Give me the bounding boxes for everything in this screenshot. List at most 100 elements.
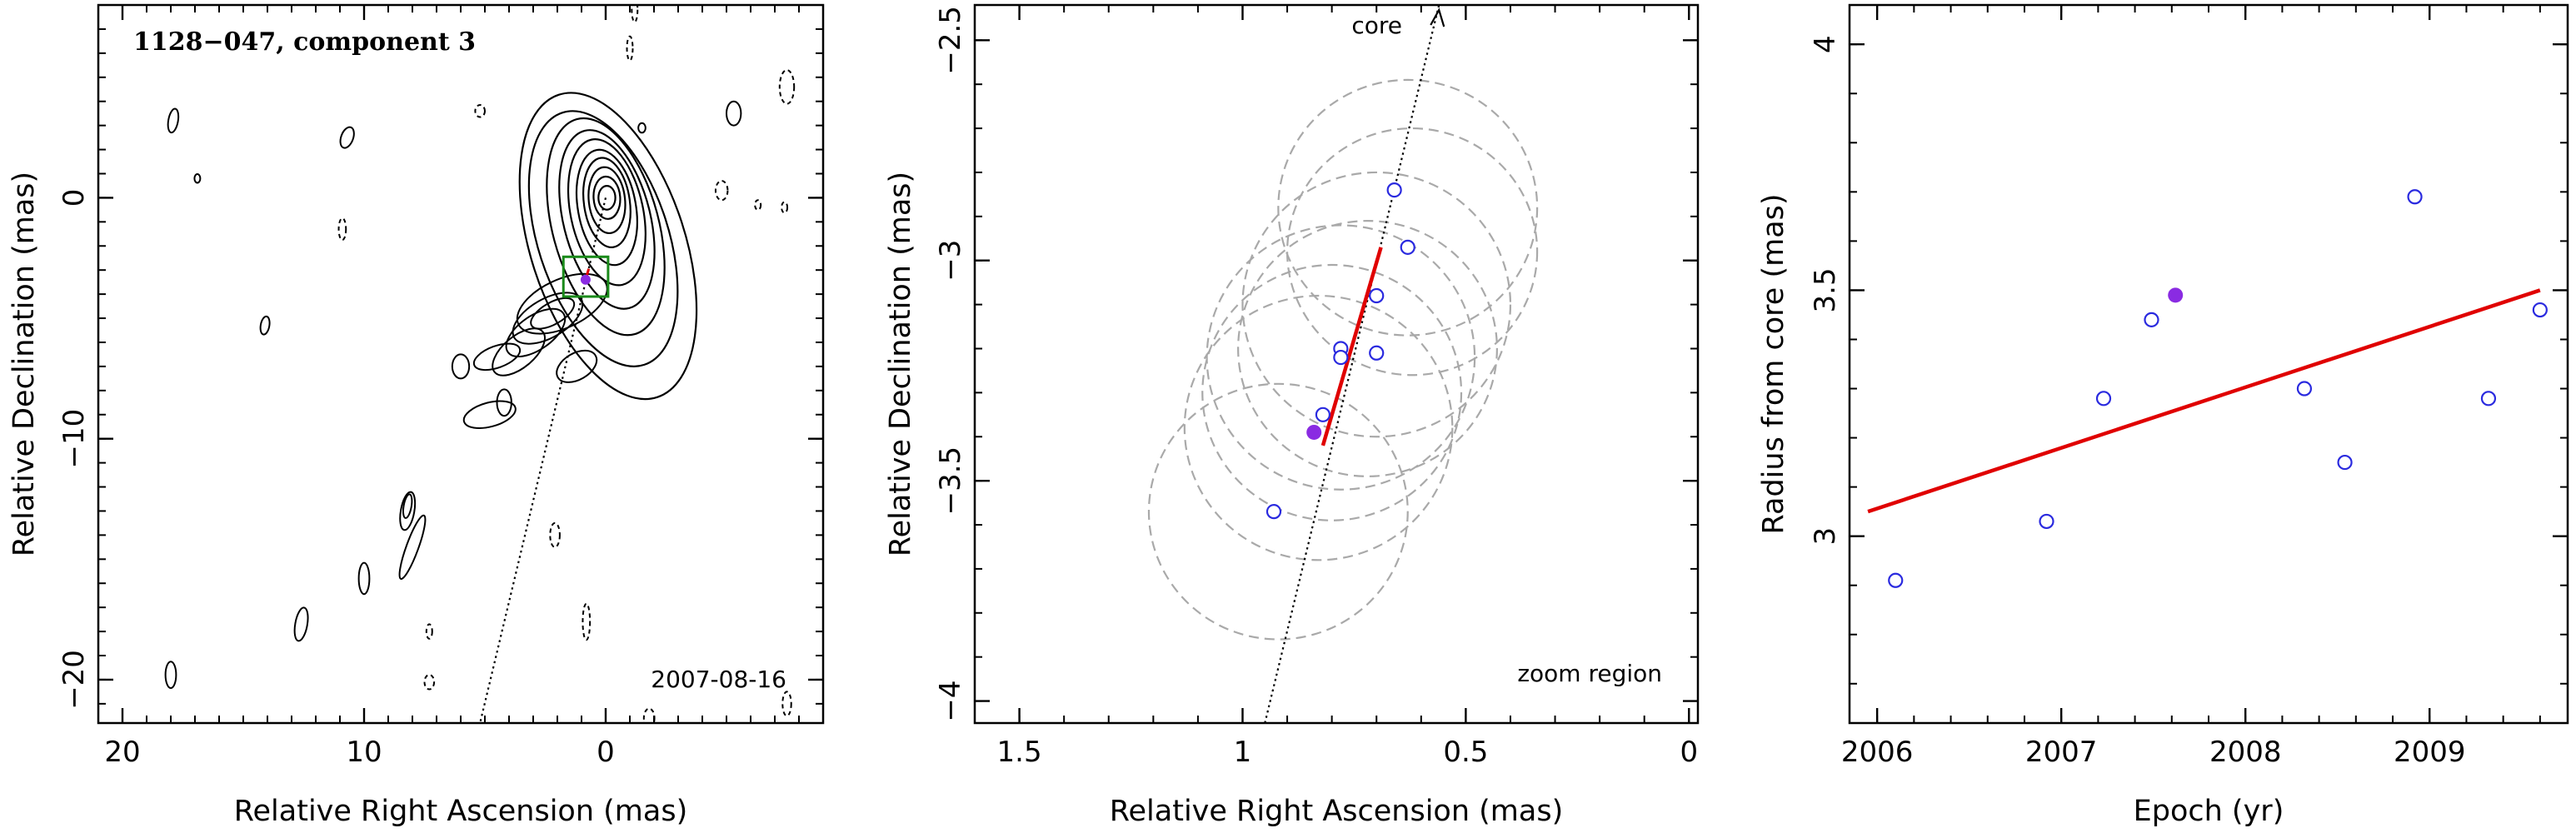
- data-point: [2480, 391, 2497, 407]
- y-tick-label: −20: [57, 650, 91, 710]
- data-point: [2532, 302, 2548, 318]
- contour-level: [527, 110, 679, 367]
- x-tick-label: 0.5: [1443, 736, 1488, 769]
- data-point: [2039, 513, 2054, 530]
- contour-level: [637, 122, 646, 134]
- x-tick-label: 20: [104, 736, 140, 769]
- beam-circle: [1201, 263, 1463, 521]
- jet-direction-line: [1264, 5, 1440, 723]
- highlight-point: [2168, 287, 2184, 303]
- core-arrow-icon: [1430, 7, 1445, 27]
- x-tick-label: 1: [1234, 736, 1252, 769]
- beam-circle: [1241, 171, 1512, 438]
- data-point: [2407, 189, 2423, 205]
- zoom-region-label: zoom region: [1517, 660, 1662, 687]
- data-point: [1315, 407, 1331, 422]
- x-tick-label: 2006: [1841, 736, 1914, 769]
- data-point: [1333, 349, 1349, 366]
- x-tick-label: 2008: [2209, 736, 2282, 769]
- component-marker: [580, 274, 591, 285]
- data-point: [1386, 182, 1402, 198]
- x-tick-label: 0: [597, 736, 615, 769]
- negative-contour: [631, 5, 639, 23]
- contour-level: [462, 400, 517, 429]
- panel3-xlabel: Epoch (yr): [2134, 795, 2284, 828]
- contour-level: [505, 307, 567, 357]
- panel1-ticks: [97, 4, 824, 723]
- radius-points: [1888, 189, 2548, 588]
- beam-circle: [1237, 220, 1498, 477]
- panel-zoom-region: 1.5 1 0.5 0 −2.5 −3 −3.5 −4 core zoom region Re…: [884, 3, 1700, 828]
- beam-circle: [1147, 382, 1409, 641]
- data-point: [2144, 312, 2159, 327]
- contour-level: [567, 138, 646, 287]
- panel1-xlabel: Relative Right Ascension (mas): [234, 795, 687, 828]
- x-tick-label: 2007: [2025, 736, 2098, 769]
- core-label: core: [1351, 12, 1402, 39]
- negative-contour: [423, 674, 436, 691]
- negative-contour: [337, 217, 347, 242]
- data-point: [1369, 287, 1385, 304]
- data-point: [1400, 239, 1415, 255]
- contour-level: [558, 129, 656, 310]
- negative-contour: [754, 199, 762, 211]
- contour-level: [399, 491, 417, 531]
- contour-level: [512, 292, 584, 345]
- negative-contour: [474, 104, 487, 118]
- y-tick-label: −3: [934, 240, 967, 282]
- negative-contour: [626, 35, 634, 62]
- contour-level: [293, 606, 309, 642]
- panel-radius-vs-epoch: 2006 2007 2008 2009 3 3.5 4 Epoch (yr) Radius …: [1757, 3, 2569, 828]
- y-tick-label: 0: [57, 189, 91, 207]
- beam-circles: [1147, 78, 1539, 641]
- negative-contour: [778, 69, 796, 105]
- data-point: [1888, 572, 1904, 588]
- negative-contour: [642, 707, 656, 723]
- negative-contour: [582, 602, 592, 641]
- contour-level: [398, 514, 427, 580]
- negative-contour: [425, 623, 433, 640]
- data-point: [1266, 504, 1282, 520]
- y-tick-label: 3: [1809, 527, 1842, 546]
- negative-contour: [549, 521, 561, 548]
- x-tick-label: 2009: [2394, 736, 2466, 769]
- data-point: [2296, 381, 2313, 397]
- negative-contour: [781, 691, 792, 717]
- contour-level: [164, 661, 177, 690]
- panel2-frame: [973, 3, 1700, 725]
- contour-level: [592, 175, 622, 220]
- contour-level: [546, 117, 666, 337]
- contour-level: [530, 297, 576, 330]
- data-point: [2337, 454, 2353, 471]
- x-tick-label: 10: [346, 736, 382, 769]
- contour-level: [451, 353, 471, 380]
- y-tick-label: 4: [1809, 35, 1842, 53]
- contour-level: [597, 184, 617, 211]
- beam-circle: [1286, 127, 1539, 377]
- panel1-ylabel: Relative Declination (mas): [7, 172, 41, 556]
- contour-level: [193, 173, 202, 184]
- beam-circle: [1206, 224, 1476, 491]
- panel3-ticks: [1850, 5, 2568, 723]
- panel2-xlabel: Relative Right Ascension (mas): [1110, 795, 1563, 828]
- panel3-frame: [1848, 3, 2569, 725]
- panel3-ylabel: Radius from core (mas): [1757, 193, 1790, 534]
- contour-level: [402, 493, 413, 519]
- zoom-region-box: [562, 255, 610, 298]
- y-tick-label: −2.5: [934, 6, 967, 75]
- contour-level: [339, 126, 355, 149]
- contour-level: [259, 315, 271, 336]
- x-tick-label: 1.5: [997, 736, 1042, 769]
- beam-circle: [1183, 294, 1454, 561]
- panel1-frame: [97, 3, 825, 725]
- beam-circle: [1277, 78, 1539, 337]
- y-tick-label: −4: [934, 680, 967, 721]
- jet-direction-line: [479, 197, 607, 723]
- contour-level: [518, 92, 698, 401]
- fit-line: [1867, 288, 2541, 514]
- panel2-ylabel: Relative Declination (mas): [884, 172, 917, 556]
- data-point: [1369, 345, 1385, 361]
- x-tick-label: 0: [1680, 736, 1698, 769]
- y-tick-label: −10: [57, 409, 91, 469]
